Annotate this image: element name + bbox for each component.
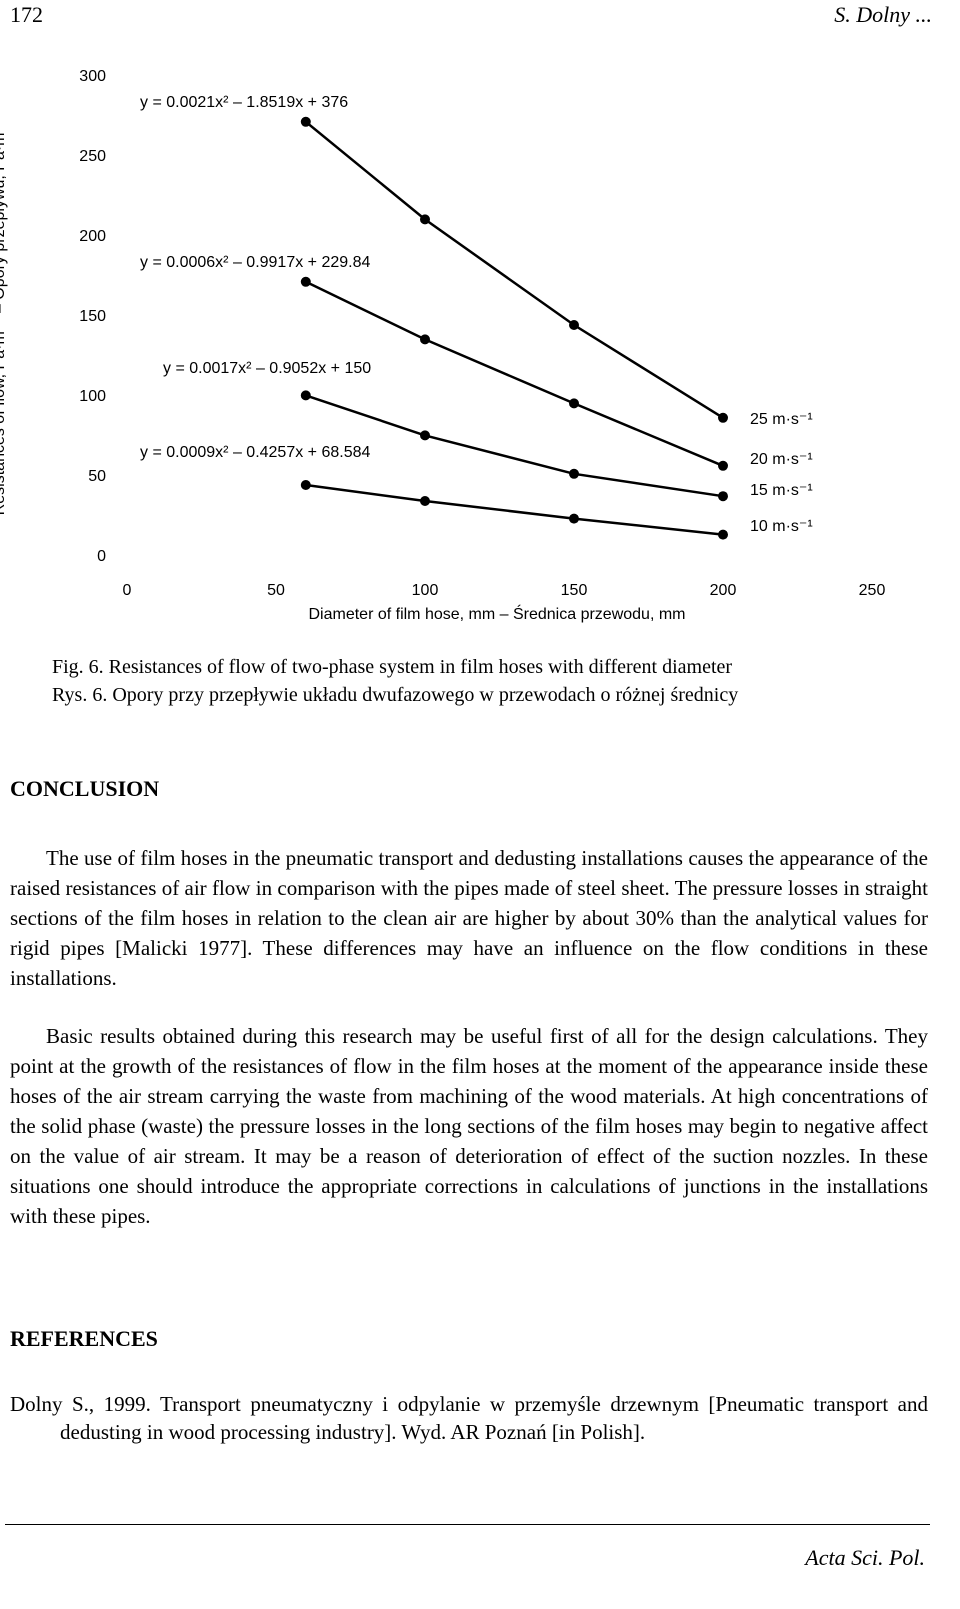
x-axis-label: Diameter of film hose, mm – Średnica prz…	[308, 604, 685, 623]
equation-label: y = 0.0009x² – 0.4257x + 68.584	[140, 444, 371, 461]
equation-label: y = 0.0006x² – 0.9917x + 229.84	[140, 254, 371, 271]
footer-rule	[5, 1524, 930, 1525]
y-tick-label: 100	[79, 388, 106, 405]
data-point	[569, 513, 579, 524]
journal-name: Acta Sci. Pol.	[805, 1545, 925, 1570]
caption-en: Fig. 6. Resistances of flow of two-phase…	[52, 656, 733, 678]
x-tick-label: 150	[561, 582, 588, 599]
chart: 0 50 100 150 200 250 300 0 50 100 150 200 250 Diamete…	[0, 68, 886, 623]
y-tick-label: 0	[97, 548, 106, 565]
series-label: 15 m·s⁻¹	[750, 482, 813, 499]
equation-label: y = 0.0017x² – 0.9052x + 150	[163, 360, 371, 377]
series-label: 25 m·s⁻¹	[750, 411, 813, 428]
data-point	[569, 398, 579, 409]
data-point	[420, 430, 430, 441]
caption-pl: Rys. 6. Opory przy przepływie układu dwu…	[52, 684, 739, 706]
section-heading: REFERENCES	[10, 1326, 158, 1351]
y-tick-label: 300	[79, 68, 106, 85]
series-label: 10 m·s⁻¹	[750, 518, 813, 535]
y-tick-label: 250	[79, 148, 106, 165]
series-label: 20 m·s⁻¹	[750, 451, 813, 468]
x-tick-label: 250	[859, 582, 886, 599]
equation-label: y = 0.0021x² – 1.8519x + 376	[140, 94, 348, 111]
data-point	[300, 390, 311, 401]
data-point	[569, 320, 579, 330]
data-point	[420, 496, 430, 506]
y-tick-label: 50	[88, 468, 106, 485]
data-point	[300, 480, 311, 490]
running-head: S. Dolny ...	[834, 2, 932, 27]
series-line	[305, 394, 724, 498]
x-tick-label: 0	[123, 582, 132, 599]
data-point	[300, 116, 311, 127]
data-point	[718, 529, 728, 540]
data-point	[300, 276, 311, 287]
y-axis-label: Resistances of flow, Pa·m⁻¹ – Opory prze…	[0, 119, 8, 516]
data-point	[420, 214, 430, 225]
data-point	[420, 334, 430, 345]
x-tick-label: 100	[412, 582, 439, 599]
x-tick-label: 200	[710, 582, 737, 599]
reference: Dolny S., 1999. Transport pneumatyczny i…	[10, 1392, 928, 1444]
data-point	[569, 468, 579, 479]
data-point	[718, 460, 728, 471]
series-line	[305, 483, 724, 536]
series-line	[305, 120, 724, 419]
x-tick-label: 50	[267, 582, 285, 599]
paragraph: The use of film hoses in the pneumatic t…	[10, 846, 928, 990]
section-heading: CONCLUSION	[10, 776, 160, 801]
paragraph: Basic results obtained during this resea…	[10, 1024, 928, 1228]
y-tick-label: 200	[79, 228, 106, 245]
page-number: 172	[10, 2, 43, 27]
data-point	[718, 491, 728, 502]
series-line	[305, 280, 724, 467]
y-tick-label: 150	[79, 308, 106, 325]
data-point	[718, 412, 728, 423]
